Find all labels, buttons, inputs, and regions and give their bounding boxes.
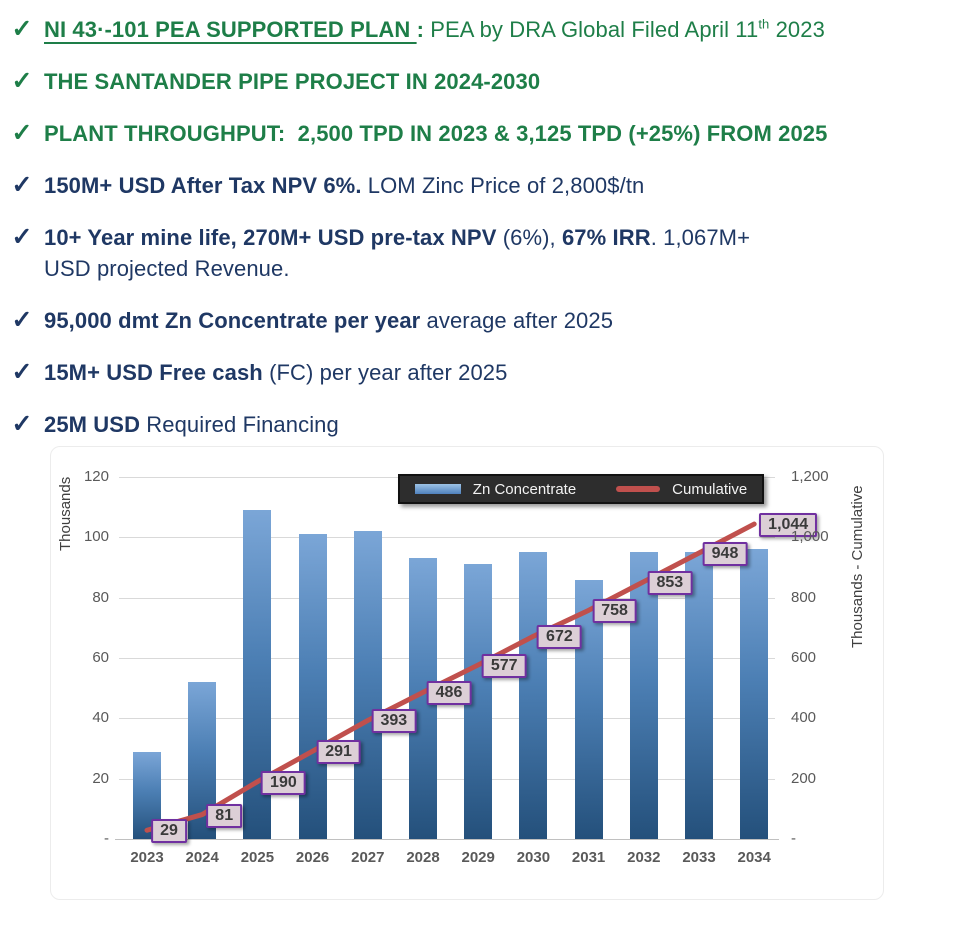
- x-axis-label-2027: 2027: [351, 849, 385, 866]
- checkmark-icon: ✓: [11, 358, 33, 386]
- chart-legend: Zn Concentrate Cumulative: [398, 474, 764, 504]
- cumulative-label-2029: 577: [481, 653, 527, 678]
- x-axis-label-2033: 2033: [682, 849, 716, 866]
- gridline: [119, 597, 775, 599]
- gridline: [119, 658, 775, 659]
- x-axis-label-2032: 2032: [627, 849, 661, 866]
- checkmark-icon: ✓: [11, 67, 33, 95]
- bar-2033: [685, 552, 713, 839]
- checkmark-icon: ✓: [11, 306, 33, 334]
- bullet-item-2: ✓ THE SANTANDER PIPE PROJECT IN 2024-2030: [0, 66, 960, 97]
- bar-2030: [519, 552, 548, 839]
- bullet-text: 95,000 dmt Zn Concentrate per year avera…: [44, 308, 614, 333]
- x-axis-label-2023: 2023: [130, 849, 164, 866]
- cumulative-label-2026: 291: [316, 740, 361, 765]
- cumulative-line: [144, 521, 757, 833]
- gridline: [119, 778, 775, 780]
- cumulative-label-2034: 1,044: [759, 513, 818, 538]
- bullet-item-8: ✓ 25M USD Required Financing: [0, 409, 960, 440]
- cumulative-legend-marker-icon: [616, 486, 661, 492]
- bar-2027: [353, 531, 382, 839]
- cumulative-label-2023: 29: [151, 819, 187, 844]
- bullet-item-4: ✓ 150M+ USD After Tax NPV 6%. LOM Zinc Pr…: [0, 170, 960, 201]
- right-axis-tick: 400: [791, 709, 817, 727]
- x-axis-label-2030: 2030: [516, 849, 551, 866]
- cumulative-label-2024: 81: [206, 803, 243, 828]
- checkmark-icon: ✓: [11, 171, 33, 199]
- bullet-text: 10+ Year mine life, 270M+ USD pre-tax NP…: [44, 225, 751, 281]
- x-axis-label-2031: 2031: [571, 849, 606, 866]
- bullet-text: 150M+ USD After Tax NPV 6%. LOM Zinc Pri…: [44, 173, 645, 198]
- x-axis-label-2025: 2025: [240, 849, 275, 866]
- x-axis-line: [115, 839, 779, 840]
- x-axis-label-2028: 2028: [406, 849, 440, 866]
- cumulative-label-2032: 853: [647, 570, 693, 595]
- bullet-text: 15M+ USD Free cash (FC) per year after 2…: [44, 360, 508, 385]
- right-axis-tick: 1,000: [791, 528, 829, 546]
- checkmark-icon: ✓: [11, 15, 33, 43]
- cumulative-label-2028: 486: [426, 681, 472, 706]
- right-axis-tick: 200: [791, 769, 817, 787]
- bullet-item-5: ✓ 10+ Year mine life, 270M+ USD pre-tax N…: [0, 222, 960, 284]
- cumulative-label-2030: 672: [537, 625, 582, 650]
- left-axis-tick: 120: [83, 468, 109, 485]
- bullet-list: ✓ NI 43·-101 PEA SUPPORTED PLAN : PEA by …: [0, 14, 960, 461]
- bullet-text: NI 43·-101 PEA SUPPORTED PLAN : PEA by D…: [44, 16, 825, 42]
- right-axis-tick: 800: [791, 588, 817, 606]
- right-axis-tick: 1,200: [791, 468, 829, 485]
- left-axis-tick: 20: [92, 769, 109, 787]
- bullet-item-3: ✓ PLANT THROUGHPUT: 2,500 TPD IN 2023 & 3…: [0, 118, 960, 149]
- zn-concentrate-legend-marker-icon: [414, 484, 461, 494]
- bullet-text: THE SANTANDER PIPE PROJECT IN 2024-2030: [44, 69, 541, 94]
- bullet-text: PLANT THROUGHPUT: 2,500 TPD IN 2023 & 3,…: [44, 121, 828, 146]
- x-axis-label-2029: 2029: [461, 849, 495, 866]
- bullet-item-6: ✓ 95,000 dmt Zn Concentrate per year aver…: [0, 305, 960, 336]
- left-axis-tick: 100: [83, 528, 109, 546]
- left-axis-tick: -: [104, 829, 109, 847]
- cumulative-label-2033: 948: [702, 542, 748, 567]
- bullet-item-7: ✓ 15M+ USD Free cash (FC) per year after …: [0, 357, 960, 388]
- checkmark-icon: ✓: [11, 410, 33, 438]
- right-axis-title: Thousands - Cumulative: [849, 485, 866, 649]
- gridline: [119, 537, 775, 539]
- cumulative-legend-label: Cumulative: [672, 480, 748, 498]
- left-axis-tick: 60: [92, 648, 109, 666]
- left-axis-tick: 40: [92, 709, 109, 727]
- cumulative-label-2027: 393: [371, 709, 417, 734]
- right-axis-tick: 600: [791, 648, 817, 666]
- bullet-text: 25M USD Required Financing: [44, 412, 339, 437]
- cumulative-label-2025: 190: [261, 770, 306, 795]
- checkmark-icon: ✓: [11, 119, 33, 147]
- zn-concentrate-legend-label: Zn Concentrate: [472, 480, 577, 498]
- checkmark-icon: ✓: [11, 223, 33, 251]
- bullet-item-1: ✓ NI 43·-101 PEA SUPPORTED PLAN : PEA by …: [0, 14, 960, 45]
- x-axis-label-2024: 2024: [185, 849, 219, 866]
- x-axis-label-2034: 2034: [737, 849, 771, 866]
- bar-2034: [740, 549, 769, 839]
- production-chart: Thousands Thousands - Cumulative 29 81 190…: [50, 446, 884, 900]
- left-axis-tick: 80: [92, 588, 109, 606]
- x-axis-label-2026: 2026: [295, 849, 330, 866]
- cumulative-label-2031: 758: [592, 599, 637, 624]
- gridline: [119, 718, 775, 720]
- right-axis-tick: -: [791, 829, 796, 847]
